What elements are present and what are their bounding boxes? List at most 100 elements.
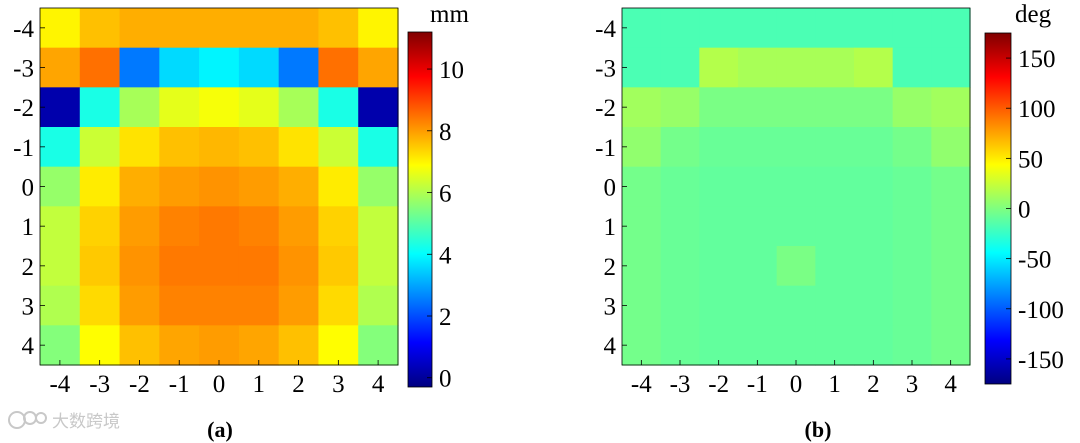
y-tick-label: -2: [595, 95, 616, 122]
heatmap-cell: [119, 285, 160, 326]
heatmap-cell: [854, 47, 894, 88]
x-tick-label: 1: [828, 371, 841, 398]
heatmap-cell: [79, 206, 121, 247]
heatmap-cell: [159, 166, 200, 207]
watermark-logo-icon: [8, 411, 47, 429]
heatmap-cell: [119, 87, 160, 128]
heatmap-cell: [815, 285, 855, 326]
heatmap-cell: [699, 325, 739, 366]
x-tick-label: 0: [213, 371, 226, 398]
y-tick-label: -4: [595, 16, 616, 43]
heatmap-cell: [815, 206, 855, 247]
heatmap-cell: [278, 166, 320, 207]
heatmap-cell: [815, 246, 855, 287]
heatmap-cell: [358, 325, 399, 366]
colorbar: [407, 31, 433, 388]
colorbar-tick-label: 0: [439, 366, 452, 393]
heatmap-cell: [278, 206, 320, 247]
heatmap-cell: [738, 8, 778, 49]
y-tick-label: -4: [13, 16, 34, 43]
heatmap-cell: [199, 87, 240, 128]
heatmap-cell: [699, 246, 739, 287]
heatmap-cell: [79, 166, 121, 207]
heatmap-cell: [660, 166, 700, 207]
heatmap-cell: [854, 87, 894, 128]
heatmap-cell: [159, 127, 200, 168]
heatmap-cell: [318, 127, 359, 168]
heatmap-cell: [278, 285, 320, 326]
panel-b-label: (b): [805, 417, 832, 442]
heatmap-cell: [119, 47, 160, 88]
heatmap-cell: [40, 127, 81, 168]
heatmap-cell: [931, 127, 971, 168]
heatmap-cell: [278, 87, 320, 128]
colorbar-tick-label: 100: [1018, 96, 1056, 123]
heatmap-cell: [815, 325, 855, 366]
heatmap-cell: [699, 87, 739, 128]
heatmap-cell: [238, 166, 280, 207]
x-tick-label: 2: [292, 371, 305, 398]
heatmap-cell: [358, 206, 399, 247]
heatmap-cell: [79, 325, 121, 366]
heatmap-cell: [815, 8, 855, 49]
colorbar-tick-label: 6: [439, 181, 452, 208]
colorbar-tick-label: 150: [1018, 46, 1056, 73]
heatmap-cell: [318, 246, 359, 287]
heatmap-cell: [318, 285, 359, 326]
y-tick-label: 2: [604, 254, 617, 281]
heatmap-cell: [931, 325, 971, 366]
heatmap-cell: [119, 325, 160, 366]
heatmap-cell: [119, 166, 160, 207]
heatmap-cell: [199, 8, 240, 49]
x-tick-label: -1: [169, 371, 190, 398]
heatmap-cell: [738, 285, 778, 326]
heatmap-cell: [892, 166, 932, 207]
heatmap-cell: [892, 325, 932, 366]
heatmap-cell: [318, 87, 359, 128]
heatmap-cell: [738, 47, 778, 88]
heatmap-cell: [159, 246, 200, 287]
colorbar-unit-label: deg: [1015, 1, 1052, 28]
colorbar-tick-label: 10: [439, 57, 464, 84]
heatmap-cell: [79, 285, 121, 326]
y-tick-label: 3: [22, 294, 35, 321]
x-tick-label: 4: [372, 371, 385, 398]
heatmap-cell: [278, 325, 320, 366]
heatmap-cell: [318, 166, 359, 207]
heatmap-cell: [660, 127, 700, 168]
heatmap-cell: [199, 127, 240, 168]
y-tick-label: 3: [604, 294, 617, 321]
heatmap-cell: [622, 325, 662, 366]
heatmap-cell: [622, 285, 662, 326]
heatmap-cell: [159, 206, 200, 247]
panel-a-label: (a): [207, 417, 233, 442]
heatmap-cell: [318, 206, 359, 247]
heatmap-cell: [159, 87, 200, 128]
heatmap-cell: [699, 166, 739, 207]
y-tick-label: 0: [22, 175, 35, 202]
heatmap-cell: [931, 47, 971, 88]
heatmap-cell: [318, 47, 359, 88]
y-tick-label: 1: [22, 214, 35, 241]
heatmap-cell: [79, 127, 121, 168]
heatmap-cell: [622, 166, 662, 207]
heatmap-cell: [40, 285, 81, 326]
heatmap-cell: [199, 325, 240, 366]
heatmap-cell: [40, 47, 81, 88]
heatmap-cell: [699, 8, 739, 49]
heatmap-cell: [854, 325, 894, 366]
heatmap-cell: [159, 325, 200, 366]
heatmap-cell: [699, 47, 739, 88]
heatmap-cell: [931, 8, 971, 49]
heatmap-cell: [854, 166, 894, 207]
heatmap-cell: [238, 87, 280, 128]
heatmap-cell: [699, 285, 739, 326]
heatmap-cell: [119, 206, 160, 247]
x-tick-label: -3: [89, 371, 110, 398]
colorbar-tick-label: 50: [1018, 146, 1043, 173]
y-tick-label: 4: [604, 333, 617, 360]
x-tick-label: 0: [790, 371, 803, 398]
heatmap-cell: [815, 47, 855, 88]
watermark: 大数跨境: [8, 411, 120, 432]
